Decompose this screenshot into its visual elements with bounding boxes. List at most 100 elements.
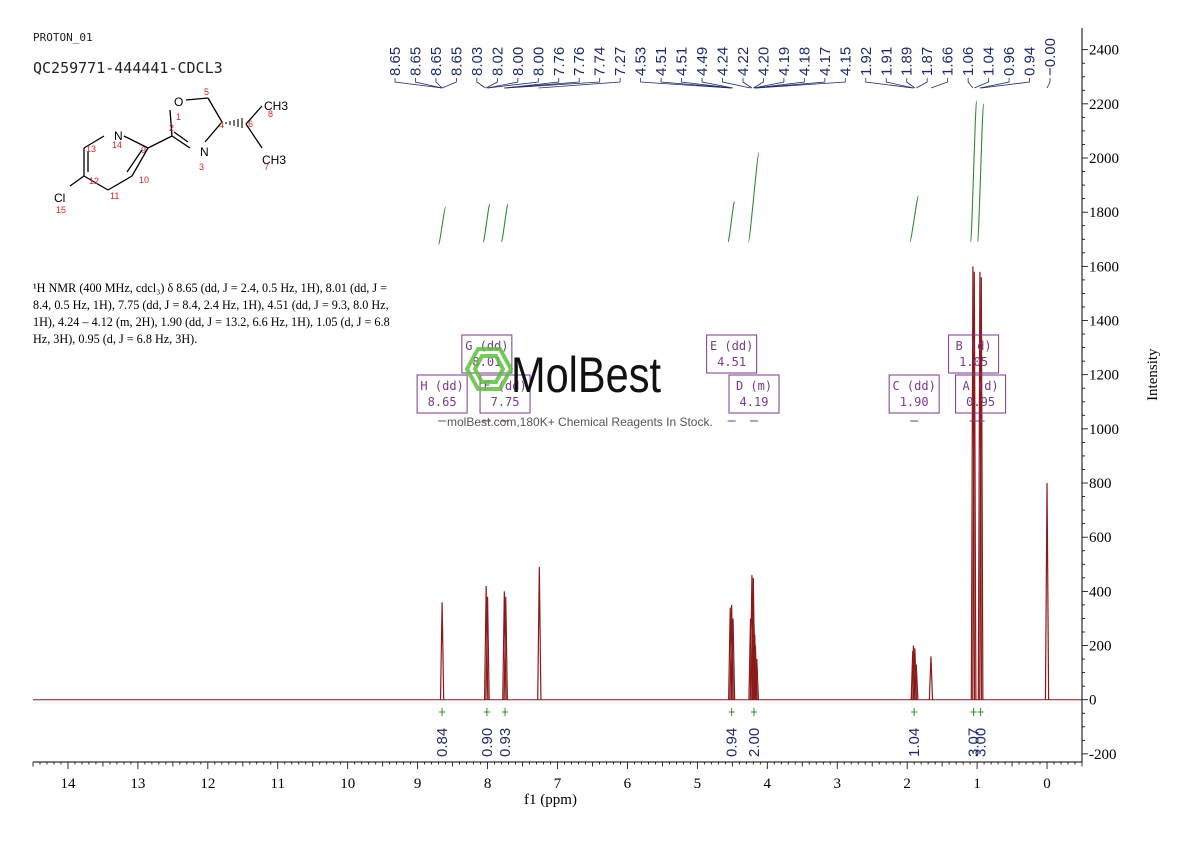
spectrum-peak [729,604,734,700]
spectrum-peak [485,596,490,700]
atom-number: 11 [110,191,119,201]
atom-number: 4 [219,120,224,130]
multiplet-box [888,374,940,414]
integral-value: 0.93 [497,728,514,757]
peak-shift-label: 4.51 [674,47,691,76]
integral-curve [970,100,977,243]
x-tick-label: 3 [833,776,841,792]
peak-leader-line [974,78,989,89]
peak-shift-label: 8.65 [407,47,424,76]
atom-label: N [200,145,209,159]
multiplet-shift: 1.05 [959,355,988,369]
integral-curve [747,152,760,243]
y-tick-label: 2400 [1089,43,1119,59]
peak-shift-label: 7.74 [592,47,609,76]
peak-shift-label: 8.65 [428,47,445,76]
x-tick-label: 14 [60,776,76,792]
experiment-label: PROTON_01 [33,31,93,44]
x-tick-label: 4 [764,776,772,792]
spectrum-peak [728,607,733,700]
peak-leader-line [930,78,949,89]
peak-leader-line [505,78,601,89]
spectrum-peak [979,277,984,700]
atom-number: 5 [204,87,209,97]
peak-leader-line [415,78,443,89]
nmr-description: ¹H NMR (400 MHz, cdcl₃) δ 8.65 (dd, J = … [33,281,390,346]
y-tick-label: 1600 [1089,259,1119,275]
multiplet-label: C (dd) [892,379,935,393]
peak-shift-label: 1.87 [919,47,936,76]
peak-leader-line [753,78,785,89]
peak-leader-line [906,78,916,89]
y-tick-label: 2200 [1089,97,1119,113]
peak-leader-line [742,78,753,89]
spectrum-peak [439,602,445,700]
integral-curve [977,103,984,243]
atom-label: O [174,95,183,109]
peak-leader-line [485,78,498,89]
peak-shift-label: 7.27 [612,47,629,76]
y-tick-label: 600 [1089,530,1112,546]
multiplet-box [479,374,531,414]
spectrum-peak [1044,483,1050,700]
atom-label: CH3 [262,153,286,167]
peak-shift-label: 4.51 [653,47,670,76]
atom-label: Cl [54,191,65,205]
peak-shift-label: 8.65 [387,47,404,76]
multiplet-box [728,374,780,414]
peak-leader-line [865,78,913,89]
multiplet-label: E (dd) [710,339,753,353]
peak-leader-line [755,78,826,89]
spectrum-layer [33,266,1082,701]
atom-number: 7 [264,162,269,172]
atom-number: 2 [169,123,174,133]
atom-number: 15 [56,205,66,215]
integral-curve [909,195,919,243]
peak-shift-label: 4.15 [837,47,854,76]
peak-shift-label: 7.76 [551,47,568,76]
integral-layer: 0.84 0.90 0.93 0.94 2.00 1.04 3.073.00 [434,100,990,757]
axes-layer: 14 13 12 11 10 9 8 7 6 5 4 3 2 1 0f1 (ppm)240022002000… [32,28,1161,808]
integral-value: 0.94 [724,728,741,757]
multiplet-box [461,334,513,374]
peak-leader-line [681,78,732,89]
peak-leader-line [754,78,805,89]
peak-leader-line [441,78,457,89]
peak-leader-line [538,78,621,89]
x-tick-label: 11 [271,776,285,792]
peak-leader-line [981,78,1030,89]
integral-curve [438,206,447,246]
x-tick-label: 13 [130,776,145,792]
x-tick-label: 0 [1043,776,1051,792]
integral-value: 2.00 [746,728,763,757]
x-axis-title: f1 (ppm) [524,792,577,808]
x-tick-label: 6 [624,776,632,792]
atom-number: 1 [176,112,181,122]
atom-label: N [114,129,123,143]
x-tick-label: 7 [554,776,562,792]
x-tick-label: 1 [973,776,981,792]
spectrum-peak [972,271,977,700]
integral-value: 3.00 [973,728,990,757]
peak-shift-label: 4.20 [755,47,772,76]
peak-shift-label: 4.22 [735,47,752,76]
y-tick-label: -200 [1089,747,1117,763]
integral-value: 0.90 [479,728,496,757]
multiplet-shift: 0.95 [966,395,995,409]
peak-shift-label: 4.18 [796,47,813,76]
peak-shift-label: 8.03 [469,47,486,76]
atom-number: 13 [86,144,96,154]
peak-shift-label: 4.53 [633,47,650,76]
peak-shift-label: 1.04 [981,47,998,76]
y-tick-label: 1400 [1089,314,1119,330]
atom-number: 10 [139,175,149,185]
peak-shift-label: 4.17 [817,47,834,76]
x-tick-label: 5 [694,776,702,792]
peak-shift-label: 1.92 [858,47,875,76]
peak-shift-label: 8.00 [510,47,527,76]
peak-leader-line [487,78,519,89]
peak-leader-line [1046,78,1051,89]
y-tick-label: 200 [1089,639,1112,655]
peak-shift-label: 1.66 [940,47,957,76]
peak-shift-label: 4.24 [715,47,732,76]
